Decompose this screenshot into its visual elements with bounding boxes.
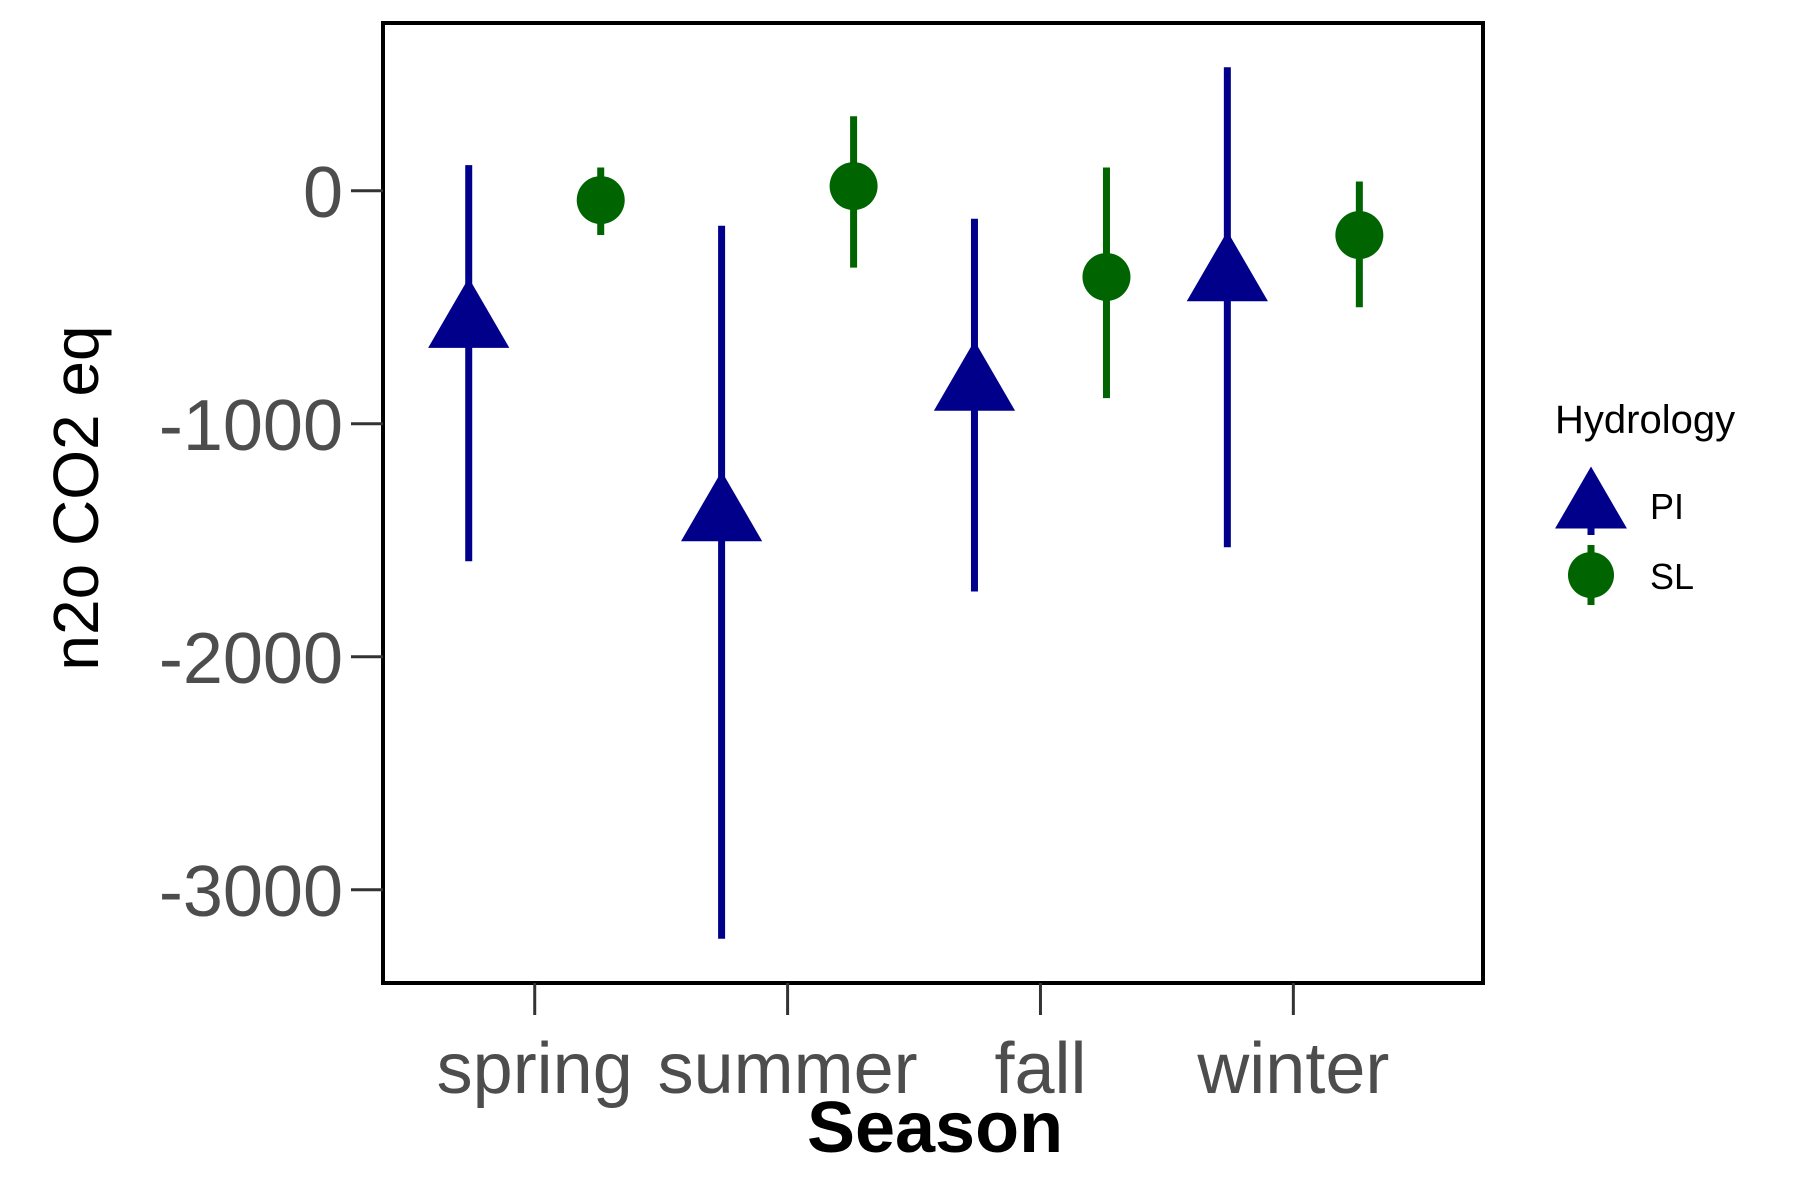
x-tick-label-spring: spring [437,1029,633,1109]
x-tick-label-winter: winter [1196,1029,1389,1109]
y-axis-title: n2o CO2 eq [40,325,112,670]
x-tick-label-fall: fall [994,1029,1086,1109]
y-tick-label-3: -3000 [159,852,343,932]
point-PI-summer [680,471,763,542]
legend-key-PI [1555,466,1627,529]
plot-area [428,67,1384,939]
point-PI-fall [933,340,1016,411]
legend-label-SL: SL [1650,556,1694,597]
legend-label-PI: PI [1650,486,1684,527]
legend: Hydrology PI SL [1555,398,1735,605]
point-SL-winter [1335,211,1384,260]
plot-border [381,21,1485,985]
point-PI-winter [1186,231,1268,302]
point-SL-spring [576,176,625,225]
point-PI-spring [428,277,510,348]
legend-key-SL [1568,552,1614,598]
x-axis-title: Season [807,1088,1063,1168]
x-tick-label-summer: summer [658,1029,918,1109]
legend-title: Hydrology [1555,398,1735,442]
axes: 0 -1000 -2000 -3000 spring summer fall winter [159,21,1485,1109]
y-tick-label-1: -1000 [159,386,343,466]
point-SL-summer [829,162,878,211]
y-tick-label-2: -2000 [159,619,343,699]
point-SL-fall [1082,252,1131,301]
y-tick-label-0: 0 [303,153,343,233]
